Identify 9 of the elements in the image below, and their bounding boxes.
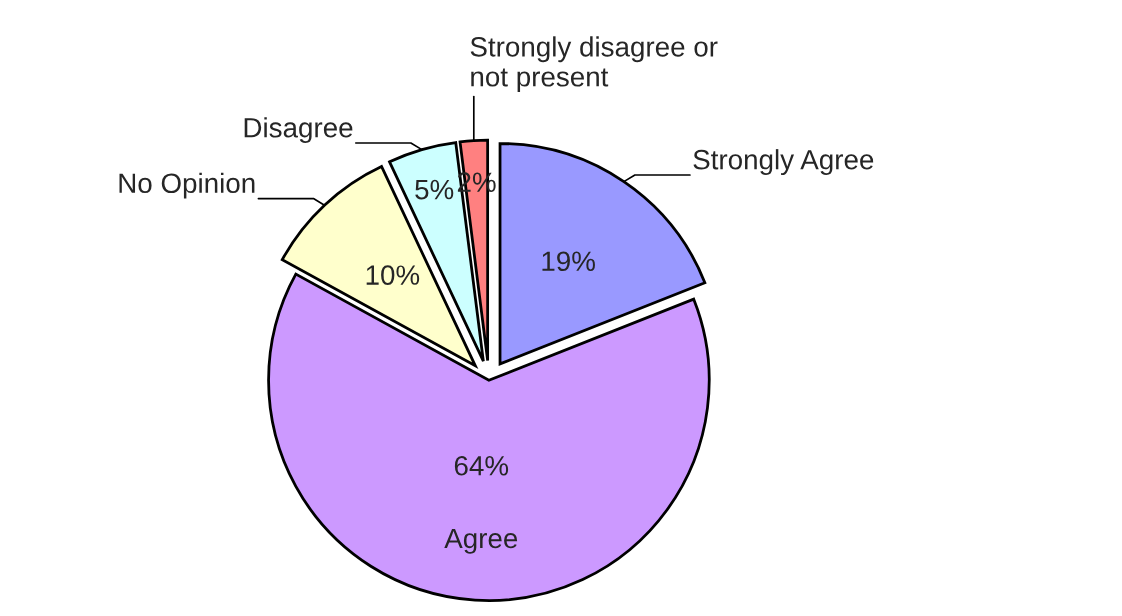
data-label: 19% xyxy=(542,251,595,272)
slice-label: Agree xyxy=(444,528,518,554)
slice-label: No Opinion xyxy=(119,172,255,199)
slice-label: Strongly Agree xyxy=(693,149,874,176)
data-label: 10% xyxy=(366,265,420,285)
data-label: 5% xyxy=(415,179,454,200)
slice-label: Strongly disagree or not present xyxy=(470,36,718,93)
slice-label: Disagree xyxy=(244,117,353,144)
data-label: 64% xyxy=(454,455,509,476)
